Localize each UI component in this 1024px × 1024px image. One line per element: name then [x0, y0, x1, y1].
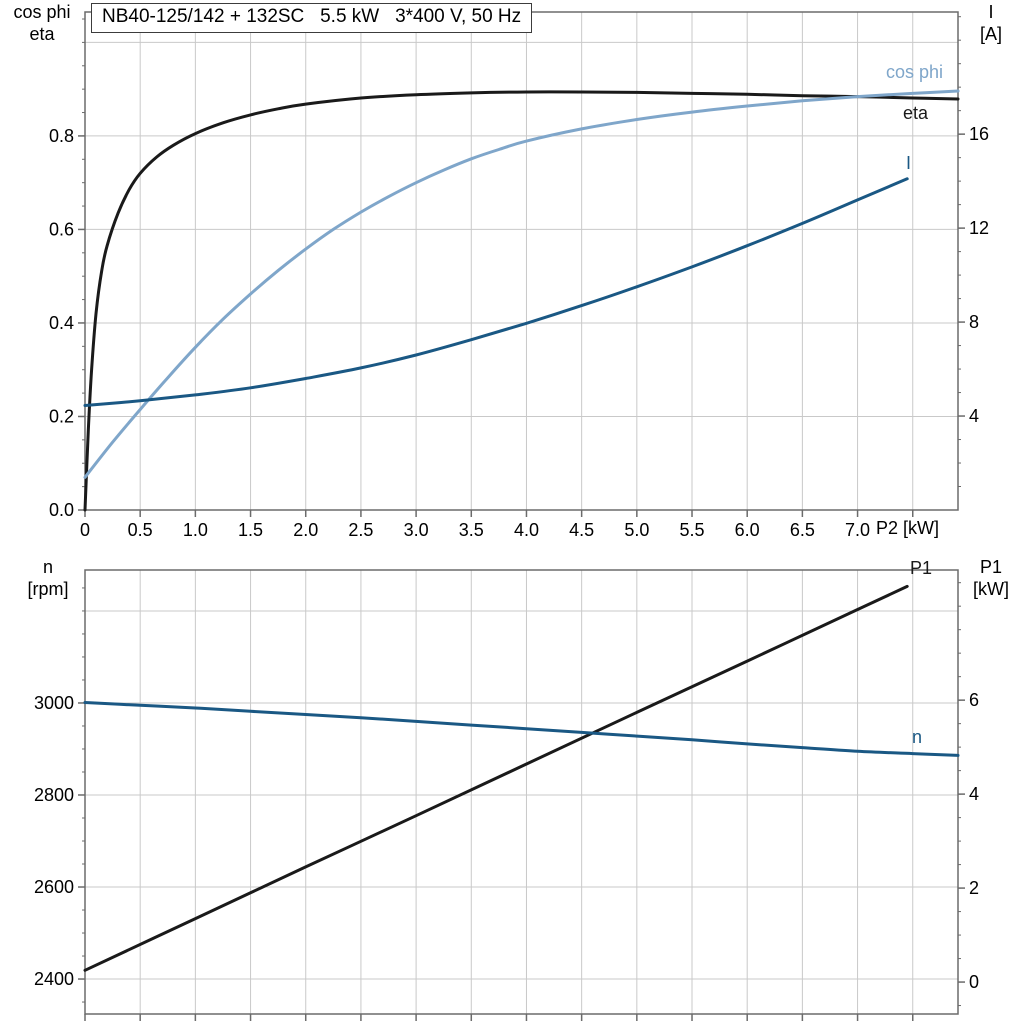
- axis-label-eta: eta: [29, 24, 55, 44]
- svg-text:6: 6: [969, 690, 979, 710]
- svg-text:0.2: 0.2: [49, 406, 74, 426]
- axis-label-current-unit: [A]: [979, 24, 1002, 44]
- svg-text:5.5: 5.5: [680, 520, 705, 540]
- current-curve-label: I: [906, 153, 912, 173]
- svg-text:3000: 3000: [34, 693, 74, 713]
- axis-label-p1: P1: [979, 557, 1003, 577]
- svg-text:1.5: 1.5: [238, 520, 263, 540]
- bottom-left-axis-header: n [rpm]: [14, 556, 82, 600]
- svg-text:5.0: 5.0: [624, 520, 649, 540]
- svg-text:2.0: 2.0: [293, 520, 318, 540]
- axis-label-p1-unit: [kW]: [973, 579, 1009, 599]
- svg-text:16: 16: [969, 124, 989, 144]
- svg-text:4: 4: [969, 784, 979, 804]
- svg-text:2400: 2400: [34, 969, 74, 989]
- bottom-right-axis-header: P1 [kW]: [962, 556, 1020, 600]
- svg-text:1.0: 1.0: [183, 520, 208, 540]
- axis-label-speed-unit: [rpm]: [27, 579, 69, 599]
- axis-label-speed: n: [42, 557, 53, 577]
- cos-phi-curve-label: cos phi: [886, 62, 944, 82]
- svg-text:6.0: 6.0: [735, 520, 760, 540]
- svg-text:0.5: 0.5: [128, 520, 153, 540]
- svg-text:2.5: 2.5: [348, 520, 373, 540]
- svg-text:6.5: 6.5: [790, 520, 815, 540]
- svg-text:0.4: 0.4: [49, 313, 74, 333]
- svg-text:4.0: 4.0: [514, 520, 539, 540]
- top-chart-canvas: 0.0 0.2 0.4 0.6 0.8 4 8 12 16 0 0.5 1.0 1.5 2.0 2.5 3.0…: [49, 11, 989, 540]
- svg-text:0.0: 0.0: [49, 500, 74, 520]
- svg-text:4.5: 4.5: [569, 520, 594, 540]
- svg-text:7.0: 7.0: [845, 520, 870, 540]
- chart-title: NB40-125/142 + 132SC 5.5 kW 3*400 V, 50 …: [91, 3, 533, 33]
- top-left-axis-header: cos phi eta: [4, 1, 80, 45]
- svg-text:0: 0: [80, 520, 90, 540]
- svg-text:2: 2: [969, 878, 979, 898]
- svg-text:12: 12: [969, 218, 989, 238]
- svg-text:3.5: 3.5: [459, 520, 484, 540]
- n-curve-label: n: [912, 727, 923, 747]
- bottom-chart-canvas: 2400 2600 2800 3000 0 2 4 6: [34, 569, 979, 1021]
- axis-label-cos-phi: cos phi: [13, 2, 71, 22]
- svg-text:4: 4: [969, 406, 979, 426]
- x-axis-label: P2 [kW]: [876, 518, 940, 538]
- svg-text:8: 8: [969, 312, 979, 332]
- svg-text:0.8: 0.8: [49, 126, 74, 146]
- svg-text:2600: 2600: [34, 877, 74, 897]
- axis-label-current: I: [988, 2, 994, 22]
- svg-text:0: 0: [969, 972, 979, 992]
- svg-text:2800: 2800: [34, 785, 74, 805]
- svg-text:0.6: 0.6: [49, 219, 74, 239]
- p1-curve-label: P1: [910, 558, 933, 578]
- svg-text:3.0: 3.0: [404, 520, 429, 540]
- eta-curve-label: eta: [903, 103, 929, 123]
- top-right-axis-header: I [A]: [962, 1, 1020, 45]
